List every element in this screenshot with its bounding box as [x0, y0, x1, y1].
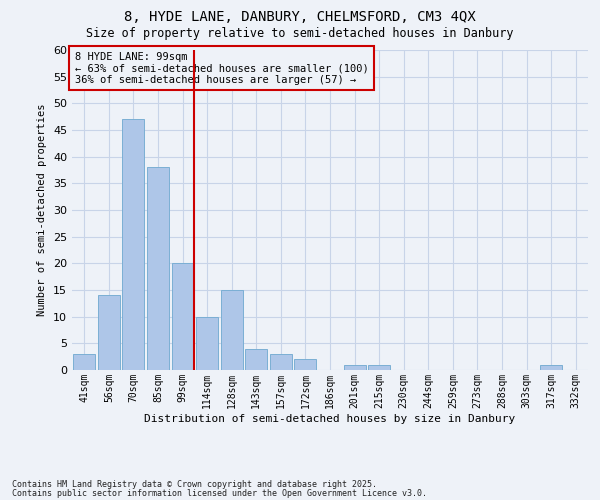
Bar — [368, 364, 390, 370]
Bar — [344, 364, 365, 370]
Bar — [540, 364, 562, 370]
Bar — [196, 316, 218, 370]
Bar — [172, 264, 194, 370]
Bar — [270, 354, 292, 370]
Bar — [122, 120, 145, 370]
Text: Contains HM Land Registry data © Crown copyright and database right 2025.: Contains HM Land Registry data © Crown c… — [12, 480, 377, 489]
Bar — [221, 290, 243, 370]
X-axis label: Distribution of semi-detached houses by size in Danbury: Distribution of semi-detached houses by … — [145, 414, 515, 424]
Text: Contains public sector information licensed under the Open Government Licence v3: Contains public sector information licen… — [12, 489, 427, 498]
Text: 8 HYDE LANE: 99sqm
← 63% of semi-detached houses are smaller (100)
36% of semi-d: 8 HYDE LANE: 99sqm ← 63% of semi-detache… — [74, 52, 368, 85]
Bar — [98, 296, 120, 370]
Bar — [147, 168, 169, 370]
Bar — [245, 348, 268, 370]
Y-axis label: Number of semi-detached properties: Number of semi-detached properties — [37, 104, 47, 316]
Bar — [295, 360, 316, 370]
Text: Size of property relative to semi-detached houses in Danbury: Size of property relative to semi-detach… — [86, 28, 514, 40]
Text: 8, HYDE LANE, DANBURY, CHELMSFORD, CM3 4QX: 8, HYDE LANE, DANBURY, CHELMSFORD, CM3 4… — [124, 10, 476, 24]
Bar — [73, 354, 95, 370]
